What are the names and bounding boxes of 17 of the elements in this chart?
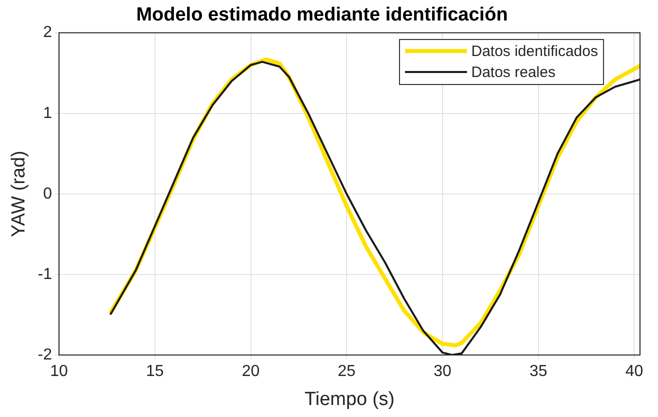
y-tick-label: -1: [38, 266, 52, 283]
y-tick-label: 0: [43, 185, 52, 202]
x-tick-label: 20: [242, 363, 260, 380]
x-axis-title: Tiempo (s): [304, 388, 395, 410]
x-tick-label: 35: [529, 363, 548, 380]
y-axis-title: YAW (rad): [8, 150, 30, 238]
x-tick-label: 10: [50, 363, 68, 380]
x-tick-label: 30: [434, 363, 452, 380]
legend-label: Datos identificados: [471, 42, 598, 62]
chart-title: Modelo estimado mediante identificación: [136, 4, 508, 26]
legend-label: Datos reales: [471, 62, 556, 83]
x-tick-label: 40: [625, 363, 644, 380]
y-tick-label: 2: [43, 24, 52, 42]
y-tick-label: -2: [38, 346, 52, 364]
x-tick-label: 25: [338, 363, 356, 380]
x-tick-label: 15: [146, 363, 164, 380]
y-tick-label: 1: [43, 104, 52, 122]
